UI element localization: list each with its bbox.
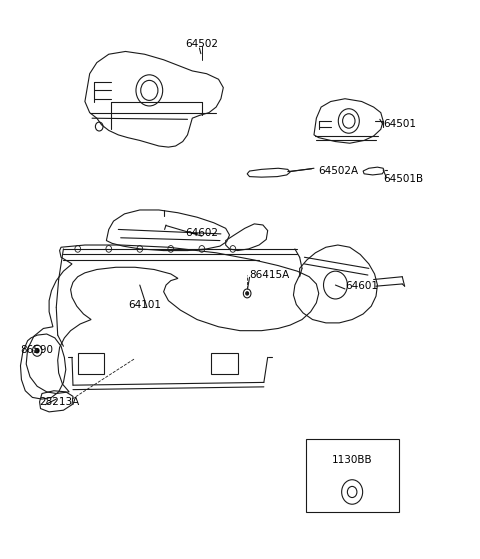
Text: 64101: 64101 xyxy=(128,300,161,310)
Text: 1130BB: 1130BB xyxy=(332,455,372,465)
Circle shape xyxy=(246,292,249,295)
Text: 64501B: 64501B xyxy=(383,174,423,184)
Text: 64601: 64601 xyxy=(345,281,378,291)
Text: 64602: 64602 xyxy=(185,228,218,238)
Text: 28213A: 28213A xyxy=(39,397,80,408)
Bar xyxy=(211,353,238,374)
Bar xyxy=(306,439,399,512)
Text: 64502: 64502 xyxy=(185,39,218,49)
Text: 64502A: 64502A xyxy=(319,166,359,176)
Text: 86590: 86590 xyxy=(21,344,53,354)
Text: 64501: 64501 xyxy=(383,119,416,129)
Text: 86415A: 86415A xyxy=(250,269,290,280)
Circle shape xyxy=(35,348,39,353)
Bar xyxy=(78,353,104,374)
